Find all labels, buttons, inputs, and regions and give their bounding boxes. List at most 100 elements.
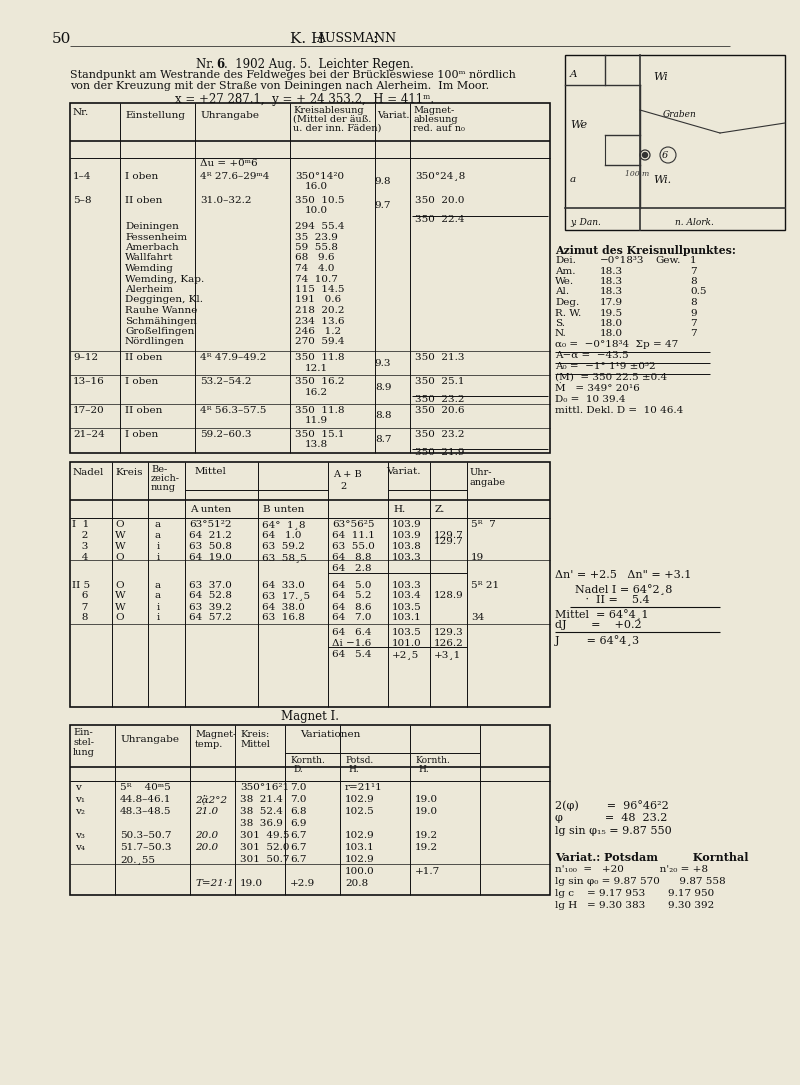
Text: A unten: A unten bbox=[190, 505, 231, 514]
Text: Ein-: Ein- bbox=[73, 728, 93, 737]
Text: 7.0: 7.0 bbox=[290, 783, 306, 792]
Text: 64   1.0: 64 1.0 bbox=[262, 531, 302, 540]
Text: Variationen: Variationen bbox=[300, 730, 360, 739]
Text: 34: 34 bbox=[471, 613, 484, 623]
Text: n. Alork.: n. Alork. bbox=[675, 218, 714, 227]
Text: 350  10.5: 350 10.5 bbox=[295, 195, 345, 205]
Text: 19.2: 19.2 bbox=[415, 831, 438, 840]
Text: 64   6.4: 64 6.4 bbox=[332, 628, 371, 637]
Text: Variat.: Variat. bbox=[386, 467, 420, 476]
Text: Deg.: Deg. bbox=[555, 298, 579, 307]
Text: 6.7: 6.7 bbox=[290, 831, 306, 840]
Text: 2ᾃ2°2: 2ᾃ2°2 bbox=[195, 795, 227, 805]
Text: 8: 8 bbox=[72, 613, 88, 623]
Text: Nördlingen: Nördlingen bbox=[125, 337, 185, 346]
Text: Magnet-: Magnet- bbox=[413, 106, 454, 115]
Text: i: i bbox=[156, 542, 160, 551]
Text: .  1902 Aug. 5.  Leichter Regen.: . 1902 Aug. 5. Leichter Regen. bbox=[224, 58, 414, 71]
Text: mittl. Dekl. D =  10 46.4: mittl. Dekl. D = 10 46.4 bbox=[555, 406, 683, 414]
Text: 0.5: 0.5 bbox=[690, 288, 706, 296]
Text: u. der inn. Fäden): u. der inn. Fäden) bbox=[293, 124, 382, 133]
Text: von der Kreuzung mit der Straße von Deiningen nach Alerheim.  Im Moor.: von der Kreuzung mit der Straße von Dein… bbox=[70, 81, 489, 91]
Text: zeich-: zeich- bbox=[151, 474, 180, 483]
Text: A−α =  −43.5: A−α = −43.5 bbox=[555, 352, 629, 360]
Text: II oben: II oben bbox=[125, 354, 162, 362]
Text: Einstellung: Einstellung bbox=[125, 111, 185, 120]
Text: 7: 7 bbox=[690, 319, 697, 328]
Text: 350  23.2: 350 23.2 bbox=[415, 395, 465, 405]
Text: 6: 6 bbox=[216, 58, 224, 71]
Text: v: v bbox=[75, 783, 81, 792]
Text: 44.8–46.1: 44.8–46.1 bbox=[120, 795, 171, 804]
Circle shape bbox=[642, 153, 647, 157]
Text: v₁: v₁ bbox=[75, 795, 85, 804]
Text: 102.5: 102.5 bbox=[345, 807, 374, 816]
Text: 102.9: 102.9 bbox=[345, 795, 374, 804]
Text: 21.0: 21.0 bbox=[195, 807, 218, 816]
Text: 8: 8 bbox=[690, 277, 697, 286]
Text: −0°18³3: −0°18³3 bbox=[600, 256, 645, 265]
Text: We.: We. bbox=[555, 277, 574, 286]
Text: 350°16²1: 350°16²1 bbox=[240, 783, 289, 792]
Text: 2: 2 bbox=[340, 482, 346, 492]
Text: x = +27 287.1,  y = + 24 353.2,  H = 411ᵐ.: x = +27 287.1, y = + 24 353.2, H = 411ᵐ. bbox=[175, 93, 434, 106]
Text: 103.1: 103.1 bbox=[392, 613, 422, 623]
Text: 6.8: 6.8 bbox=[290, 807, 306, 816]
Text: 20.8: 20.8 bbox=[345, 879, 368, 888]
Text: Großelfingen: Großelfingen bbox=[125, 327, 194, 336]
Text: 2(φ)        =  96°46²2: 2(φ) = 96°46²2 bbox=[555, 800, 669, 810]
Text: O: O bbox=[116, 613, 124, 623]
Text: 6.9: 6.9 bbox=[290, 819, 306, 828]
Text: +1.7: +1.7 bbox=[415, 867, 440, 876]
Text: i: i bbox=[156, 602, 160, 612]
Text: Uhrangabe: Uhrangabe bbox=[120, 735, 179, 744]
Text: 9–12: 9–12 bbox=[73, 354, 98, 362]
Text: Ṁ   = 349° 20¹6: Ṁ = 349° 20¹6 bbox=[555, 384, 640, 393]
Text: 19.0: 19.0 bbox=[415, 807, 438, 816]
Text: (M)  = 350 22.5 ±0.4: (M) = 350 22.5 ±0.4 bbox=[555, 373, 667, 382]
Text: 68   9.6: 68 9.6 bbox=[295, 254, 334, 263]
Text: 100.0: 100.0 bbox=[345, 867, 374, 876]
Text: I  1: I 1 bbox=[72, 520, 90, 529]
Text: Amerbach: Amerbach bbox=[125, 243, 178, 252]
Text: 11.9: 11.9 bbox=[305, 417, 328, 425]
Text: Mittel: Mittel bbox=[194, 467, 226, 476]
Text: (Mittel der äuß.: (Mittel der äuß. bbox=[293, 115, 371, 124]
Text: 7: 7 bbox=[690, 267, 697, 276]
Text: 38  52.4: 38 52.4 bbox=[240, 807, 283, 816]
Text: 350  21.9: 350 21.9 bbox=[415, 448, 465, 457]
Text: Uhrangabe: Uhrangabe bbox=[200, 111, 259, 120]
Text: R. W.: R. W. bbox=[555, 308, 582, 318]
Text: O: O bbox=[116, 553, 124, 562]
Text: Azimut des Kreisnullpunktes:: Azimut des Kreisnullpunktes: bbox=[555, 245, 736, 256]
Text: 6: 6 bbox=[72, 591, 88, 600]
Text: 64   5.4: 64 5.4 bbox=[332, 650, 371, 659]
Text: 9.8: 9.8 bbox=[374, 177, 391, 186]
Text: v₄: v₄ bbox=[75, 843, 85, 852]
Bar bbox=[565, 55, 785, 230]
Text: 115  14.5: 115 14.5 bbox=[295, 285, 345, 294]
Text: 129.7: 129.7 bbox=[434, 536, 464, 546]
Text: v₃: v₃ bbox=[75, 831, 85, 840]
Text: 6.7: 6.7 bbox=[290, 855, 306, 864]
Text: 48.3–48.5: 48.3–48.5 bbox=[120, 807, 171, 816]
Text: 64  52.8: 64 52.8 bbox=[189, 591, 232, 600]
Text: 103.1: 103.1 bbox=[345, 843, 374, 852]
Text: Nadel: Nadel bbox=[73, 468, 104, 477]
Text: 4: 4 bbox=[72, 553, 88, 562]
Text: 101.0: 101.0 bbox=[392, 639, 422, 648]
Text: Uhr-: Uhr- bbox=[470, 468, 493, 477]
Text: 234  13.6: 234 13.6 bbox=[295, 317, 345, 326]
Text: 19.2: 19.2 bbox=[415, 843, 438, 852]
Text: Variat.: Variat. bbox=[377, 111, 410, 120]
Text: Deggingen, Kl.: Deggingen, Kl. bbox=[125, 295, 203, 305]
Text: 270  59.4: 270 59.4 bbox=[295, 337, 345, 346]
Text: O: O bbox=[116, 520, 124, 529]
Text: y. Dan.: y. Dan. bbox=[570, 218, 601, 227]
Text: 350  11.8: 350 11.8 bbox=[295, 406, 345, 414]
Text: 63  50.8: 63 50.8 bbox=[189, 542, 232, 551]
Text: 301  52.0: 301 52.0 bbox=[240, 843, 290, 852]
Text: 103.4: 103.4 bbox=[392, 591, 422, 600]
Text: 350°14²0: 350°14²0 bbox=[295, 171, 344, 180]
Text: II oben: II oben bbox=[125, 195, 162, 205]
